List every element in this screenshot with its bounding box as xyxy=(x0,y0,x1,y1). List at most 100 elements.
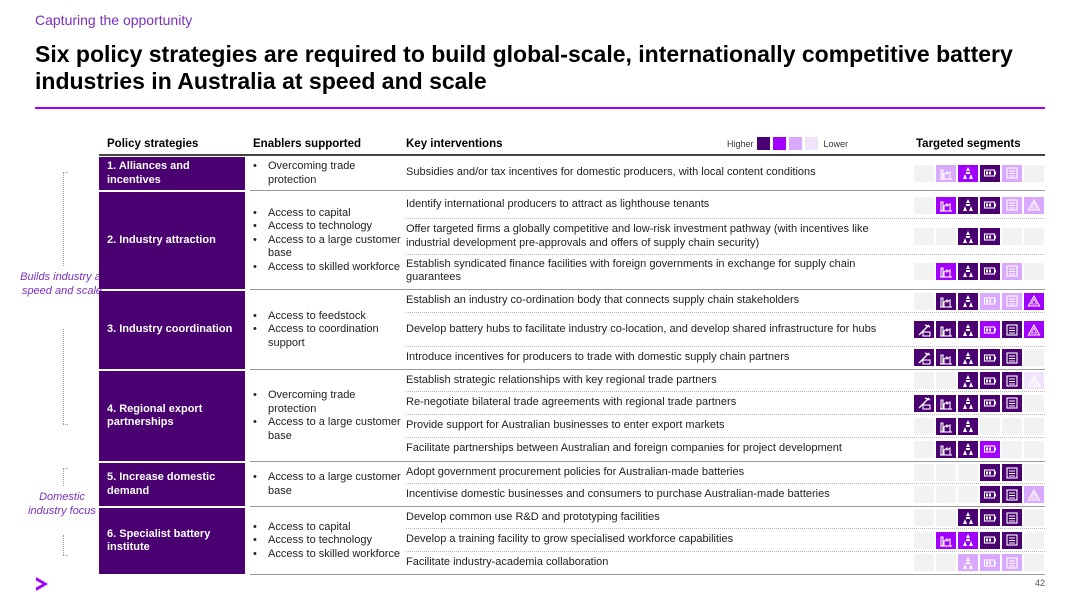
segment-cell xyxy=(958,263,978,280)
strategy-cell: 4. Regional export partnerships xyxy=(99,371,245,461)
factory-icon xyxy=(939,351,953,365)
header-interventions: Key interventions xyxy=(406,138,503,150)
bullet-icon: • xyxy=(253,234,268,261)
segment-cell xyxy=(980,395,1000,412)
segment-cell xyxy=(936,228,956,245)
intervention-row: Develop a training facility to grow spec… xyxy=(406,529,896,551)
battery-pack-icon xyxy=(1005,533,1019,547)
segment-cell xyxy=(1002,554,1022,571)
side-label-domestic: Domestic industry focus xyxy=(20,491,104,518)
battery-icon xyxy=(983,442,997,456)
segment-cell xyxy=(936,532,956,549)
segment-cell xyxy=(914,321,934,338)
segment-cell xyxy=(958,464,978,481)
segment-cell xyxy=(980,418,1000,435)
intervention-row: Provide support for Australian businesse… xyxy=(406,415,896,437)
segment-cell xyxy=(1002,464,1022,481)
title-divider xyxy=(35,107,1045,109)
factory-icon xyxy=(939,442,953,456)
header-enablers: Enablers supported xyxy=(253,138,361,150)
segment-row xyxy=(914,509,1044,526)
intervention-row: Incentivise domestic businesses and cons… xyxy=(406,484,896,505)
segment-cell xyxy=(914,464,934,481)
segment-cell xyxy=(936,197,956,214)
intervention-text: Establish syndicated finance facilities … xyxy=(406,258,896,285)
intervention-row: Establish strategic relationships with k… xyxy=(406,370,896,391)
segment-row xyxy=(914,197,1044,214)
segment-cell xyxy=(1002,532,1022,549)
mining-icon xyxy=(917,351,931,365)
battery-icon xyxy=(983,230,997,244)
segment-cell xyxy=(1024,395,1044,412)
enabler-item: • Overcoming trade protection xyxy=(253,389,403,416)
chemicals-icon xyxy=(961,419,975,433)
segment-row xyxy=(914,165,1044,182)
enabler-text: Access to skilled workforce xyxy=(268,261,400,275)
enabler-item: • Access to skilled workforce xyxy=(253,548,403,562)
battery-pack-icon xyxy=(1005,166,1019,180)
battery-icon xyxy=(983,264,997,278)
legend-swatch xyxy=(757,137,770,150)
intervention-text: Develop battery hubs to facilitate indus… xyxy=(406,323,876,337)
intervention-row: Develop battery hubs to facilitate indus… xyxy=(406,313,896,346)
recycle-icon xyxy=(1027,198,1041,212)
bullet-icon: • xyxy=(253,220,268,234)
factory-icon xyxy=(939,396,953,410)
enablers-cell: • Overcoming trade protection • Access to a… xyxy=(253,371,403,461)
factory-icon xyxy=(939,198,953,212)
intensity-legend: Higher Lower xyxy=(727,137,848,150)
segment-cell xyxy=(936,464,956,481)
segment-cell xyxy=(1002,372,1022,389)
segment-cell xyxy=(1024,509,1044,526)
segment-cell xyxy=(958,509,978,526)
bullet-icon: • xyxy=(253,323,268,350)
segment-cell xyxy=(914,532,934,549)
enablers-cell: • Access to feedstock • Access to coordinat… xyxy=(253,291,403,369)
segment-cell xyxy=(936,441,956,458)
factory-icon xyxy=(939,294,953,308)
segment-row xyxy=(914,464,1044,481)
segment-cell xyxy=(980,486,1000,503)
segment-cell xyxy=(914,554,934,571)
battery-icon xyxy=(983,511,997,525)
segment-cell xyxy=(980,293,1000,310)
battery-pack-icon xyxy=(1005,488,1019,502)
bullet-icon: • xyxy=(253,389,268,416)
enabler-item: • Access to technology xyxy=(253,534,403,548)
intervention-row: Establish an industry co-ordination body… xyxy=(406,290,896,312)
segment-cell xyxy=(1002,197,1022,214)
enabler-text: Access to technology xyxy=(268,220,372,234)
intervention-text: Offer targeted firms a globally competit… xyxy=(406,223,896,250)
segment-row xyxy=(914,486,1044,503)
segment-cell xyxy=(958,554,978,571)
segment-cell xyxy=(1024,418,1044,435)
strategy-cell: 6. Specialist battery institute xyxy=(99,508,245,574)
segment-cell xyxy=(1024,486,1044,503)
bracket-line xyxy=(63,535,64,555)
header-strategies: Policy strategies xyxy=(107,138,198,150)
battery-pack-icon xyxy=(1005,396,1019,410)
chemicals-icon xyxy=(961,533,975,547)
segment-cell xyxy=(914,486,934,503)
segment-cell xyxy=(914,372,934,389)
intervention-row: Develop common use R&D and prototyping f… xyxy=(406,507,896,528)
segment-cell xyxy=(1002,395,1022,412)
segment-row xyxy=(914,293,1044,310)
segment-cell xyxy=(914,349,934,366)
intervention-text: Develop a training facility to grow spec… xyxy=(406,533,733,547)
segment-cell xyxy=(958,532,978,549)
battery-icon xyxy=(983,556,997,570)
enabler-item: • Access to a large customer base xyxy=(253,416,403,443)
battery-icon xyxy=(983,396,997,410)
factory-icon xyxy=(939,533,953,547)
segment-cell xyxy=(914,418,934,435)
segment-cell xyxy=(1024,532,1044,549)
battery-pack-icon xyxy=(1005,556,1019,570)
battery-pack-icon xyxy=(1005,511,1019,525)
battery-pack-icon xyxy=(1005,198,1019,212)
segment-cell xyxy=(936,372,956,389)
enabler-item: • Access to capital xyxy=(253,207,403,221)
segment-cell xyxy=(980,554,1000,571)
battery-pack-icon xyxy=(1005,374,1019,388)
chemicals-icon xyxy=(961,294,975,308)
